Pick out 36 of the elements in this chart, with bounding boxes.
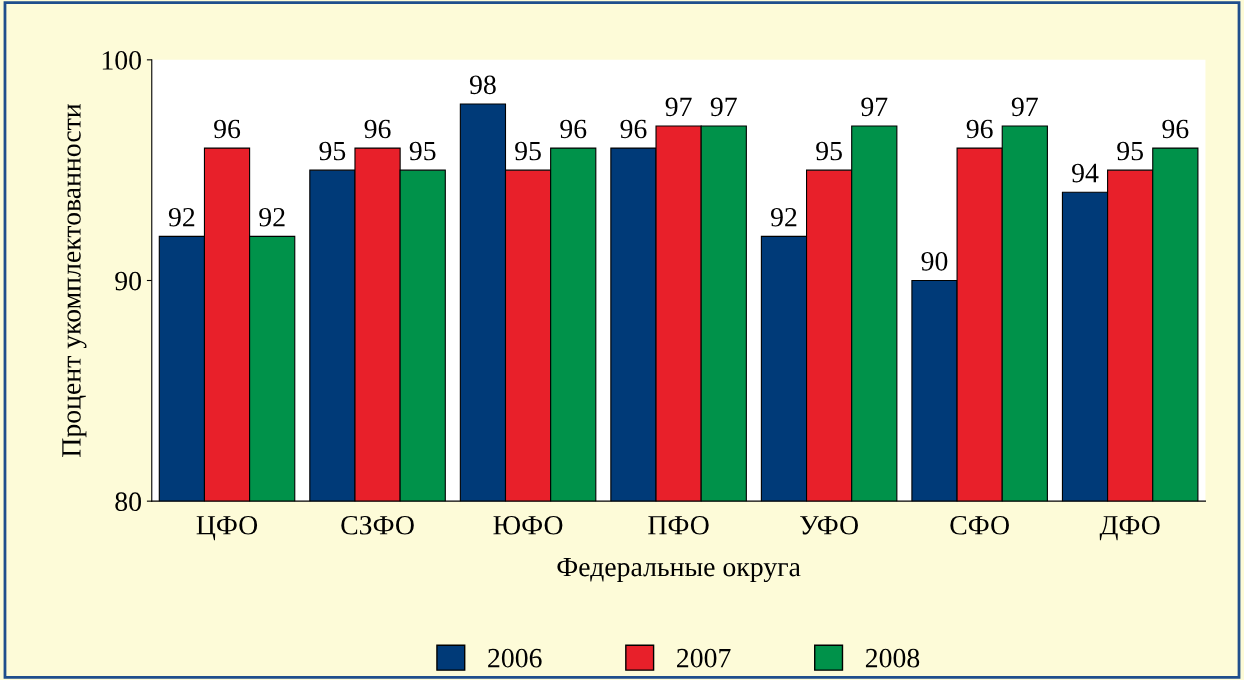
y-axis-title: Процент укомплектованности	[62, 103, 87, 457]
data-label: 92	[770, 207, 797, 227]
data-label: 95	[1117, 141, 1143, 161]
data-label: 96	[620, 119, 647, 139]
data-label: 97	[861, 97, 888, 117]
data-label: 97	[1011, 97, 1038, 117]
x-tick-label: ДФО	[1099, 515, 1160, 541]
x-axis-title: Федеральные округа	[557, 557, 801, 583]
x-tick-label: ЦФО	[196, 515, 258, 541]
x-tick-label: УФО	[800, 515, 858, 535]
y-tick-label: 100	[102, 51, 141, 70]
data-label: 95	[816, 141, 842, 161]
x-tick-label: СФО	[950, 515, 1009, 535]
legend-label: 2008	[865, 648, 920, 668]
y-tick-label: 80	[115, 492, 141, 512]
x-tick-label: ЮФО	[493, 515, 563, 535]
y-tick-label: 90	[115, 271, 141, 291]
data-label: 95	[319, 141, 346, 161]
data-label: 96	[560, 119, 587, 139]
data-label: 95	[515, 141, 541, 161]
data-label: 94	[1072, 163, 1099, 183]
x-tick-label: ПФО	[648, 515, 709, 535]
data-label: 90	[921, 251, 948, 271]
data-label: 97	[710, 97, 737, 117]
legend-label: 2006	[488, 648, 542, 668]
data-label: 98	[469, 75, 496, 95]
x-tick-label: СЗФО	[341, 515, 414, 535]
data-label: 95	[409, 141, 436, 161]
data-label: 97	[665, 97, 692, 117]
data-label: 92	[259, 207, 285, 227]
data-label: 96	[1162, 119, 1189, 139]
data-label: 92	[168, 207, 195, 227]
data-label: 96	[364, 119, 391, 139]
legend-label: 2007	[677, 648, 731, 668]
data-label: 96	[966, 119, 993, 139]
data-label: 96	[214, 119, 241, 139]
